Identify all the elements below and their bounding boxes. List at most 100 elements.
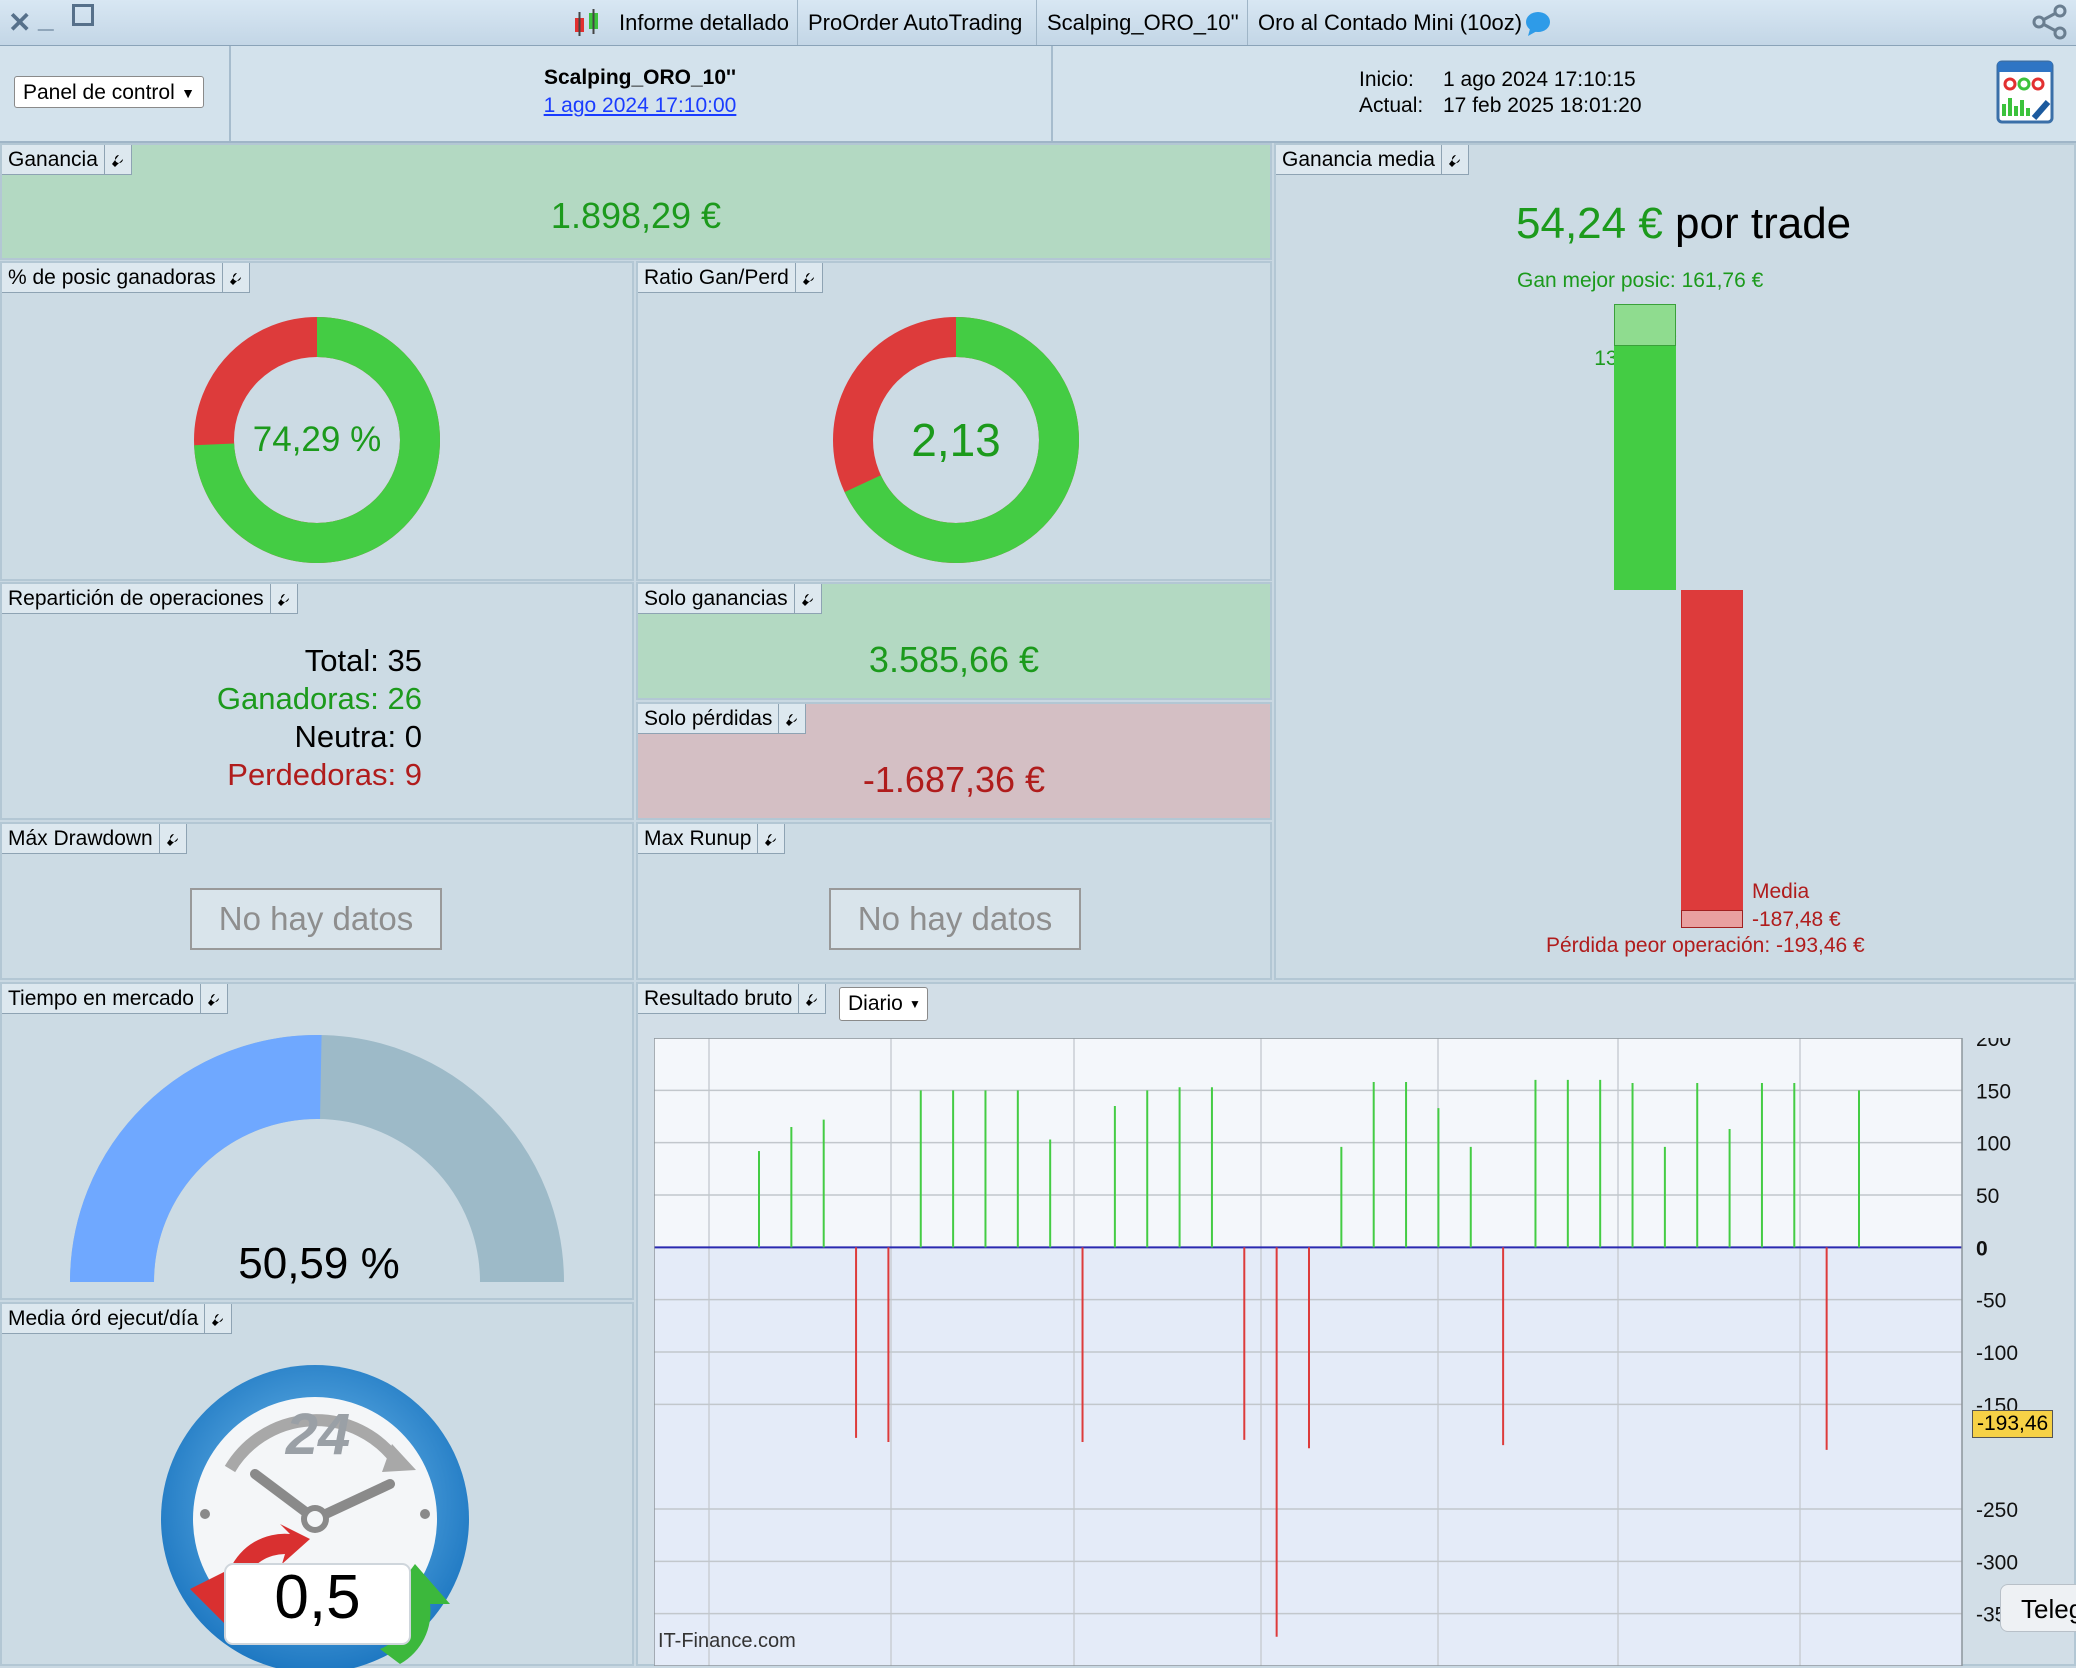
wrench-icon[interactable]	[779, 704, 807, 734]
wrench-icon[interactable]	[205, 1304, 233, 1334]
title-bar: ✕ _ Informe detallado ProOrder AutoTradi…	[0, 0, 2076, 46]
y-tick-label: -100	[1976, 1342, 2018, 1365]
peor-operacion-label: Pérdida peor operación: -193,46 €	[1546, 934, 1865, 957]
panel-title: Media órd ejecut/día	[2, 1304, 206, 1334]
minimize-icon[interactable]: _	[38, 2, 54, 33]
tab-proorder[interactable]: ProOrder AutoTrading	[797, 0, 1032, 45]
y-tick-label: 100	[1976, 1133, 2011, 1156]
share-icon[interactable]	[2030, 4, 2070, 45]
wrench-icon[interactable]	[222, 263, 250, 293]
max-drawdown-panel: Máx Drawdown No hay datos	[0, 822, 634, 980]
inicio-value: 1 ago 2024 17:10:15	[1443, 68, 1636, 91]
tiempo-mercado-value: 50,59 %	[238, 1239, 400, 1288]
wrench-icon[interactable]	[104, 145, 132, 175]
media-ord-value: 0,5	[274, 1563, 361, 1632]
ganadoras-count: Ganadoras: 26	[216, 681, 422, 716]
y-tick-label: -50	[1976, 1290, 2006, 1313]
max-runup-panel: Max Runup No hay datos	[636, 822, 1272, 980]
media-loss-label: Media	[1752, 880, 1810, 903]
y-tick-label: 0	[1976, 1237, 1988, 1260]
panel-title: Ganancia	[2, 145, 105, 175]
divider	[1051, 46, 1053, 141]
panel-title: Solo ganancias	[638, 584, 795, 614]
wrench-icon[interactable]	[799, 984, 827, 1014]
panel-de-control-label: Panel de control	[23, 81, 175, 104]
panel-title: Ganancia media	[1276, 145, 1442, 175]
win-best-segment	[1614, 304, 1676, 346]
chevron-down-icon: ▼	[181, 85, 195, 101]
tab-strategy[interactable]: Scalping_ORO_10''	[1036, 0, 1249, 45]
panel-title: Repartición de operaciones	[2, 584, 271, 614]
media-ord-panel: Media órd ejecut/día 24 0,5	[0, 1302, 634, 1668]
panel-title: Tiempo en mercado	[2, 984, 201, 1014]
y-tick-label: 150	[1976, 1080, 2011, 1103]
solo-ganancias-panel: Solo ganancias 3.585,66 €	[636, 582, 1272, 700]
panel-title: Máx Drawdown	[2, 824, 160, 854]
period-label: Diario	[848, 992, 903, 1015]
close-icon[interactable]: ✕	[8, 7, 32, 38]
ratio-value: 2,13	[911, 414, 1001, 466]
no-data-box: No hay datos	[829, 888, 1081, 950]
ratio-donut	[833, 317, 1079, 563]
ratio-panel: Ratio Gan/Perd 2,13	[636, 261, 1272, 581]
panel-title: Solo pérdidas	[638, 704, 780, 734]
actual-value: 17 feb 2025 18:01:20	[1443, 94, 1642, 117]
actual-label: Actual:	[1359, 94, 1424, 117]
wrench-icon[interactable]	[1441, 145, 1469, 175]
strategy-name: Scalping_ORO_10''	[543, 66, 737, 89]
no-data-box: No hay datos	[190, 888, 442, 950]
tab-informe-detallado[interactable]: Informe detallado	[619, 10, 789, 35]
telegram-tab[interactable]: Teleg	[2000, 1584, 2076, 1632]
wrench-icon[interactable]	[794, 584, 822, 614]
report-settings-icon[interactable]	[1996, 60, 2056, 131]
panel-title: Max Runup	[638, 824, 759, 854]
period-dropdown[interactable]: Diario ▼	[839, 987, 928, 1021]
current-value-label: -193,46	[1972, 1410, 2054, 1438]
report-header	[0, 46, 2076, 143]
solo-ganancias-value: 3.585,66 €	[868, 639, 1040, 680]
clock-orders-icon	[161, 1365, 469, 1668]
wrench-icon[interactable]	[159, 824, 187, 854]
perdedoras-count: Perdedoras: 9	[227, 757, 422, 792]
neutra-count: Neutra: 0	[294, 719, 422, 754]
wrench-icon[interactable]	[270, 584, 298, 614]
chat-bubble-icon[interactable]	[1524, 10, 1552, 41]
y-tick-label: 50	[1976, 1185, 1999, 1208]
ganancia-value: 1.898,29 €	[550, 195, 722, 236]
watermark: IT-Finance.com	[658, 1630, 796, 1652]
pct-ganadoras-value: 74,29 %	[252, 420, 382, 459]
maximize-icon[interactable]	[72, 4, 94, 26]
plot-border	[654, 1038, 1963, 1666]
pct-ganadoras-donut	[194, 317, 440, 563]
total-count: Total: 35	[304, 643, 422, 678]
panel-title: Resultado bruto	[638, 984, 800, 1014]
win-bar	[1614, 304, 1676, 590]
panel-de-control-dropdown[interactable]: Panel de control ▼	[14, 76, 204, 108]
strategy-date-link[interactable]: 1 ago 2024 17:10:00	[543, 94, 737, 117]
wrench-icon[interactable]	[758, 824, 786, 854]
y-tick-label: 200	[1976, 1038, 2011, 1051]
wrench-icon[interactable]	[200, 984, 228, 1014]
tiempo-mercado-panel: Tiempo en mercado 50,59 %	[0, 982, 634, 1300]
ganancia-panel: Ganancia 1.898,29 €	[0, 143, 1272, 260]
y-tick-label: -300	[1976, 1551, 2018, 1574]
solo-perdidas-value: -1.687,36 €	[862, 759, 1046, 800]
divider	[229, 46, 231, 141]
pct-ganadoras-panel: % de posic ganadoras 74,29 %	[0, 261, 634, 581]
wrench-icon[interactable]	[795, 263, 823, 293]
y-tick-label: -250	[1976, 1499, 2018, 1522]
ganancia-media-value: 54,24 €	[1516, 199, 1663, 248]
candlestick-icon	[572, 8, 602, 43]
media-loss-value: -187,48 €	[1752, 908, 1841, 931]
tab-instrument[interactable]: Oro al Contado Mini (10oz)	[1247, 0, 1532, 45]
por-trade-label: por trade	[1675, 199, 1852, 248]
inicio-label: Inicio:	[1359, 68, 1414, 91]
loss-worst-segment	[1681, 910, 1743, 928]
reparticion-panel: Repartición de operaciones Total: 35 Gan…	[0, 582, 634, 820]
solo-perdidas-panel: Solo pérdidas -1.687,36 €	[636, 702, 1272, 820]
clock-number: 24	[285, 1402, 351, 1467]
mejor-posic-label: Gan mejor posic: 161,76 €	[1517, 269, 1764, 292]
panel-title: % de posic ganadoras	[2, 263, 223, 293]
loss-bar	[1681, 590, 1743, 928]
ganancia-media-panel: Ganancia media 54,24 € por trade Gan mej…	[1274, 143, 2076, 980]
